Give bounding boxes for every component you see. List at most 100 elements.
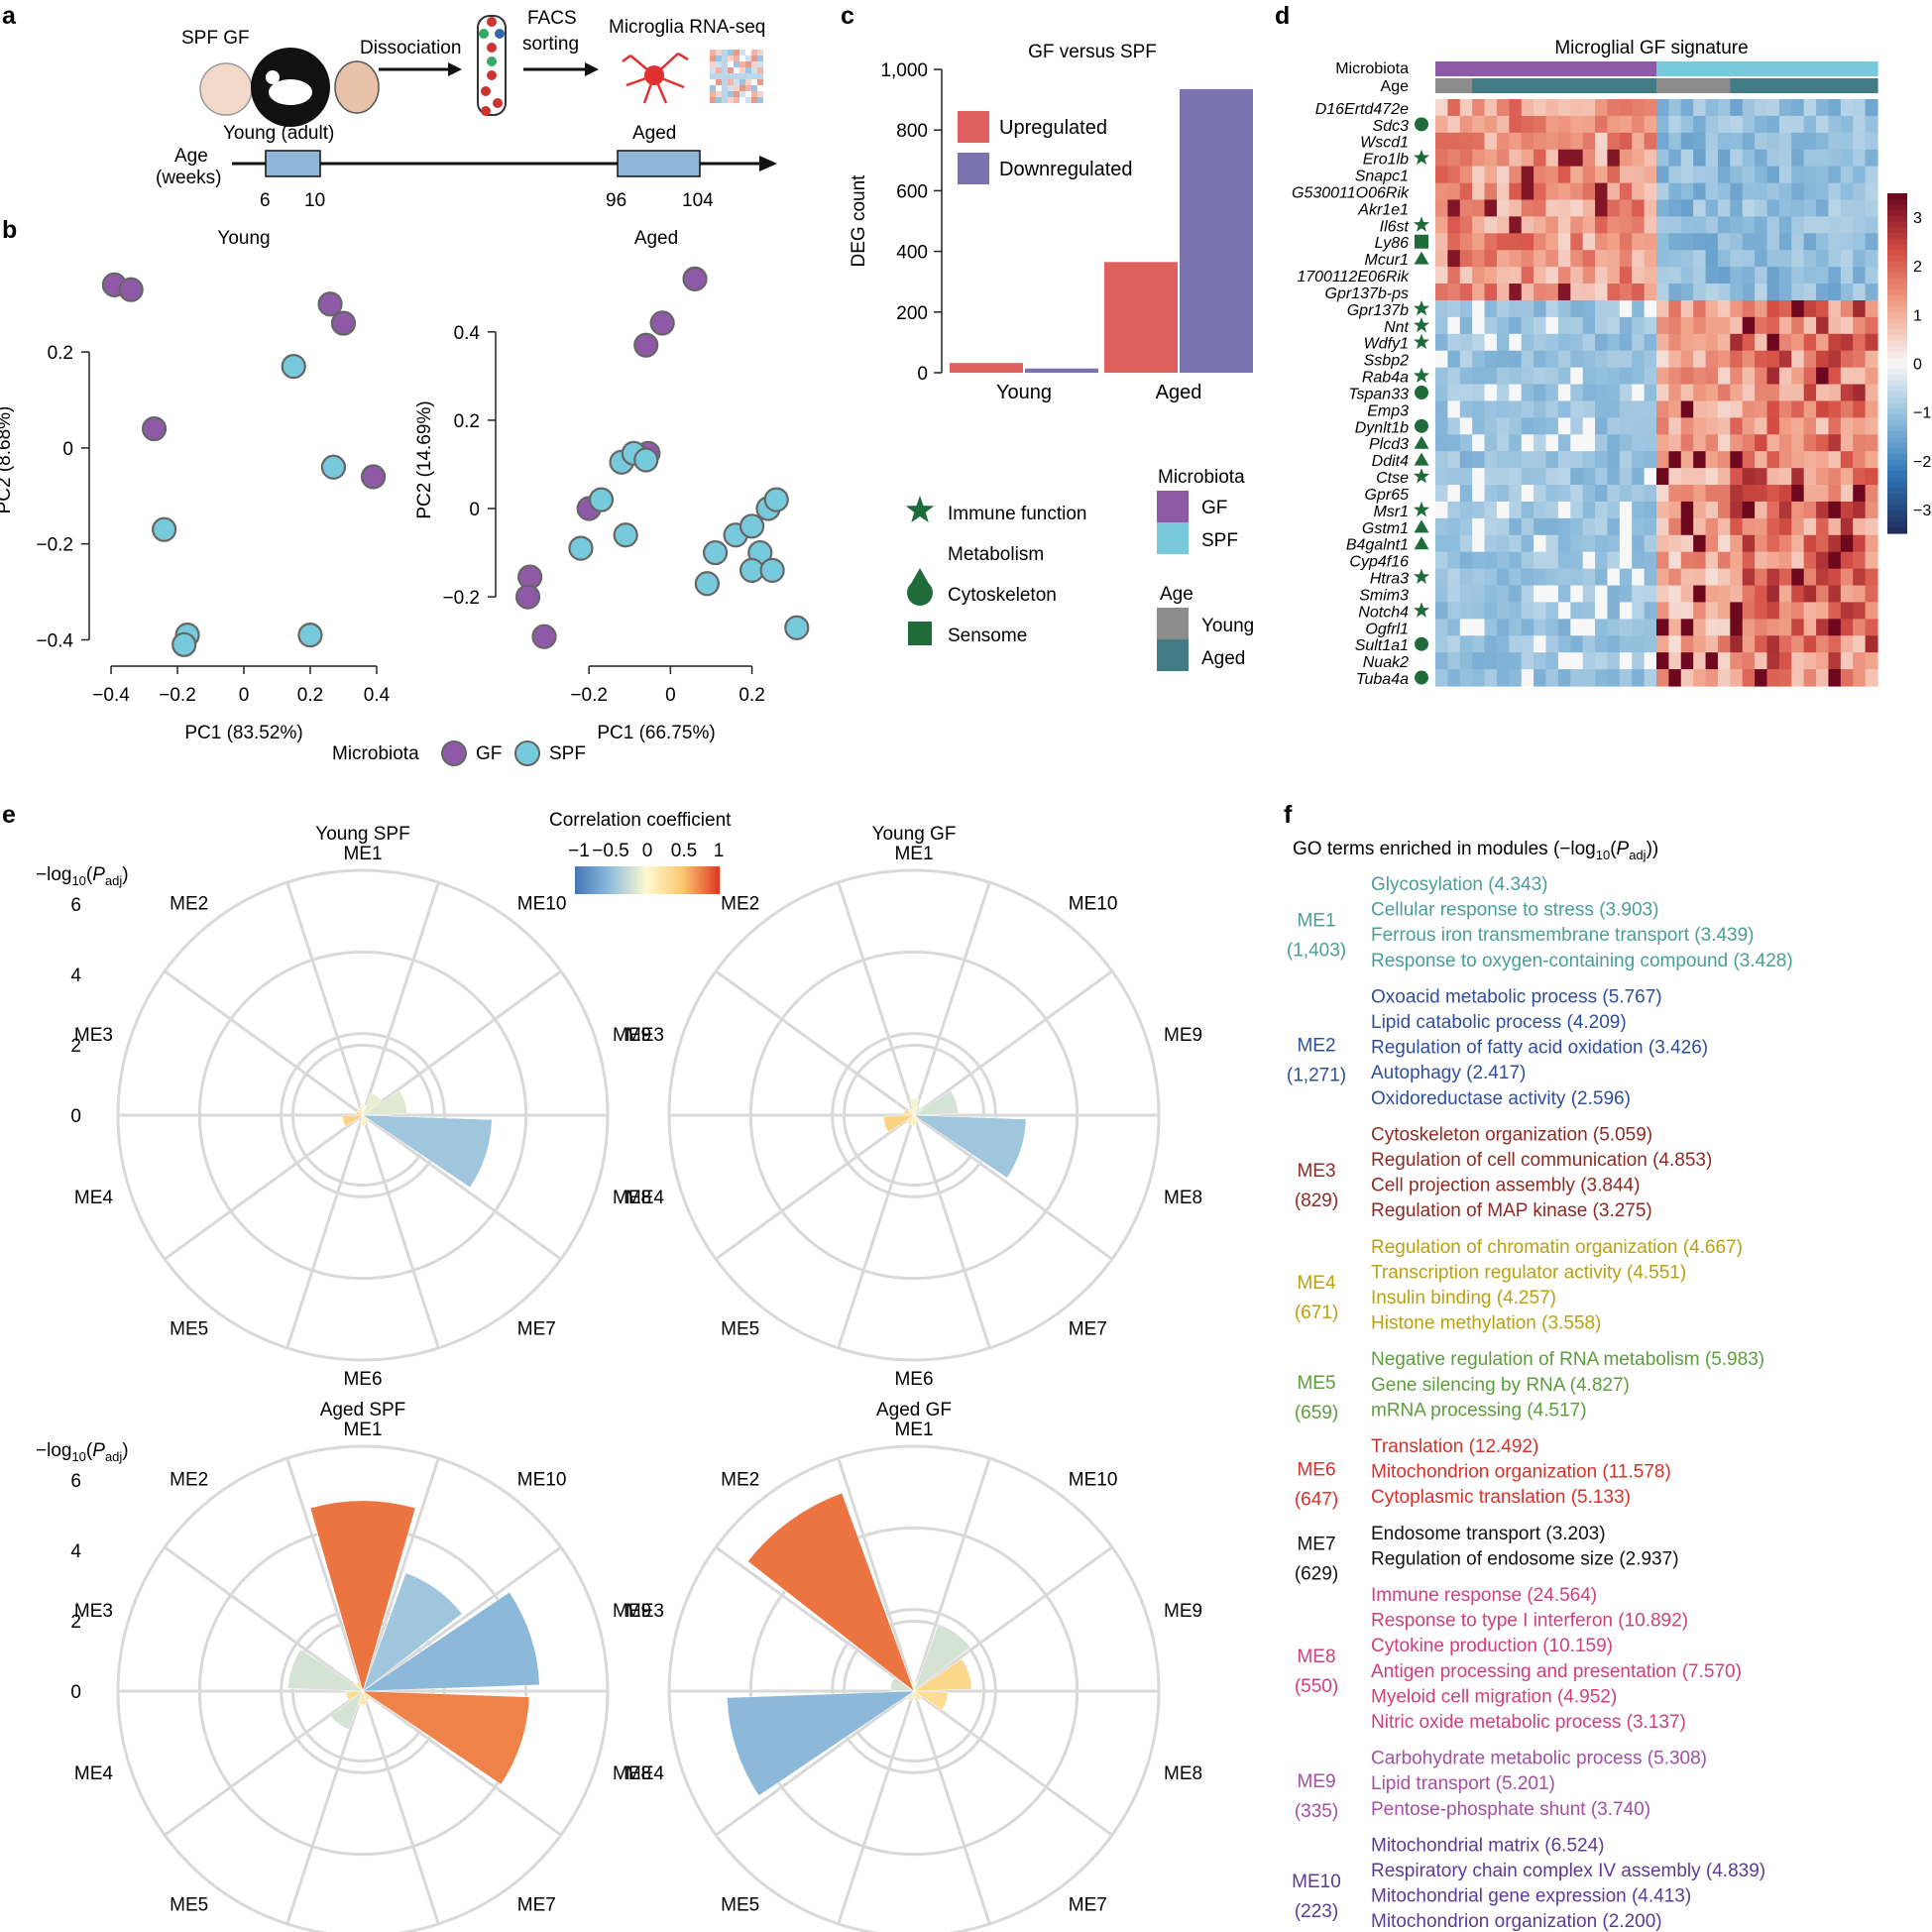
heatmap-cell [1680,182,1694,201]
heatmap-cell [1680,669,1694,687]
legend-microbiota-title: Microbiota [1158,467,1245,488]
heatmap-cell [1791,250,1805,268]
heatmap-cell [1607,400,1621,418]
microbiota-annotation-cell [1509,61,1523,76]
heatmap-cell [1570,585,1584,604]
heatmap-cell [1778,149,1792,168]
heatmap-cell [1755,434,1768,452]
heatmap-cell [1791,284,1805,301]
heatmap-cell [1865,166,1878,184]
gene-label: Akr1e1 [1357,201,1409,218]
bar-upregulated [950,363,1023,373]
heatmap-cell [1484,333,1498,352]
heatmap-cell [1595,132,1609,151]
heatmap-cell [1595,166,1609,184]
heatmap-colorbar-cell [1887,402,1907,409]
mini-heatmap-cell [728,50,734,56]
heatmap-cell [1680,468,1694,486]
heatmap-cell [1545,115,1559,134]
mini-heatmap-cell [739,85,745,91]
heatmap-cell [1828,199,1842,217]
heatmap-cell [1447,149,1461,168]
heatmap-cell [1705,149,1719,168]
heatmap-cell [1816,417,1830,435]
heatmap-cell [1632,132,1646,151]
rose-petal-me10 [362,1092,383,1116]
heatmap-cell [1778,182,1792,201]
heatmap-cell [1755,551,1768,570]
heatmap-cell [1632,333,1646,352]
heatmap-cell [1705,568,1719,587]
corr-tick-label: 1 [714,841,725,861]
heatmap-cell [1472,485,1486,503]
heatmap-cell [1447,99,1461,117]
corr-colorbar-cell [589,866,593,894]
heatmap-cell [1595,233,1609,251]
x-axis-title: PC1 (83.52%) [184,723,302,743]
heatmap-cell [1668,166,1682,184]
corr-colorbar-cell [663,866,667,894]
module-gene-count: (1,403) [1287,940,1346,961]
rose-petal-me9 [913,1658,972,1692]
heatmap-cell [1595,451,1609,469]
gene-label: Sult1a1 [1355,637,1409,654]
data-point-spf [702,539,729,566]
heatmap-cell [1534,384,1547,402]
heatmap-cell [1545,99,1559,117]
module-label: ME2 [170,894,208,915]
heatmap-cell [1803,400,1817,418]
heatmap-cell [1459,602,1473,620]
heatmap-cell [1521,619,1534,636]
x-axis-title: PC1 (66.75%) [597,723,715,743]
heatmap-cell [1607,619,1621,636]
heatmap-cell [1778,284,1792,301]
heatmap-cell [1435,568,1448,587]
tick-96: 96 [606,190,626,211]
heatmap-cell [1632,367,1646,386]
heatmap-cell [1557,417,1571,435]
heatmap-cell [1803,451,1817,469]
heatmap-cell [1693,149,1707,168]
heatmap-cell [1521,602,1534,620]
heatmap-cell [1570,652,1584,670]
heatmap-cell [1595,149,1609,168]
heatmap-cell [1816,99,1830,117]
heatmap-cell [1742,669,1756,687]
heatmap-cell [1853,316,1867,335]
heatmap-cell [1632,451,1646,469]
rose-spoke [837,1457,916,1692]
heatmap-cell [1778,199,1792,217]
mini-heatmap-cell [734,61,739,67]
heatmap-cell [1570,267,1584,284]
heatmap-cell [1766,602,1780,620]
heatmap-colorbar-cell [1887,369,1907,376]
heatmap-cell [1545,451,1559,469]
heatmap-cell [1557,485,1571,503]
corr-colorbar-cell [654,866,658,894]
heatmap-colorbar-cell [1887,306,1907,313]
heatmap-cell [1509,602,1523,620]
heatmap-cell [1595,468,1609,486]
heatmap-cell [1791,619,1805,636]
mini-heatmap-cell [745,73,751,79]
heatmap-cell [1509,669,1523,687]
heatmap-cell [1755,585,1768,604]
heatmap-cell [1484,299,1498,318]
go-term: Endosome transport (3.203) [1371,1524,1606,1544]
gene-label: Gstm1 [1362,520,1409,537]
heatmap-cell [1803,284,1817,301]
heatmap-cell [1557,333,1571,352]
microbiota-annotation-cell [1865,61,1878,76]
heatmap-cell [1791,233,1805,251]
heatmap-cell [1816,669,1830,687]
module-name: ME8 [1297,1647,1335,1667]
heatmap-cell [1435,417,1448,435]
corr-colorbar-cell [575,866,578,894]
legend-b-spf: SPF [549,743,586,764]
heatmap-cell [1619,199,1633,217]
heatmap-cell [1717,517,1731,536]
heatmap-cell [1447,333,1461,352]
heatmap-cell [1742,619,1756,636]
heatmap-cell [1778,534,1792,553]
